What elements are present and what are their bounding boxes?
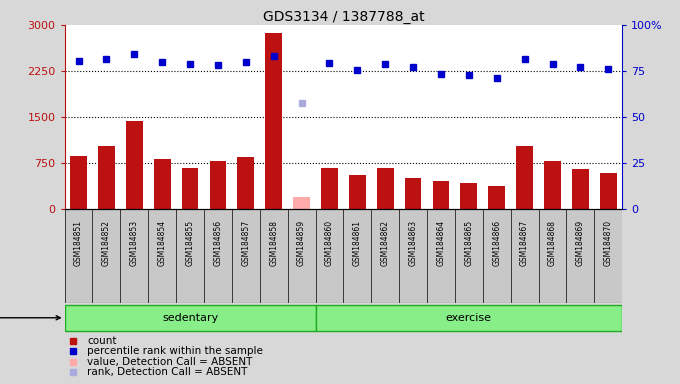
Bar xyxy=(572,169,589,209)
Text: GSM184854: GSM184854 xyxy=(158,220,167,266)
Text: GSM184869: GSM184869 xyxy=(576,220,585,266)
Text: GSM184853: GSM184853 xyxy=(130,220,139,266)
Text: GSM184868: GSM184868 xyxy=(548,220,557,266)
Text: GSM184855: GSM184855 xyxy=(186,220,194,266)
Bar xyxy=(488,186,505,209)
Bar xyxy=(405,178,422,209)
Bar xyxy=(460,183,477,209)
Text: protocol: protocol xyxy=(0,313,61,323)
Bar xyxy=(377,168,394,209)
Text: rank, Detection Call = ABSENT: rank, Detection Call = ABSENT xyxy=(87,367,248,377)
Bar xyxy=(126,121,143,209)
Bar xyxy=(65,305,316,331)
Bar xyxy=(293,197,310,209)
Text: exercise: exercise xyxy=(446,313,492,323)
Text: GSM184861: GSM184861 xyxy=(353,220,362,266)
Text: GSM184863: GSM184863 xyxy=(409,220,418,266)
Bar xyxy=(516,146,533,209)
Text: GSM184865: GSM184865 xyxy=(464,220,473,266)
Text: GSM184860: GSM184860 xyxy=(325,220,334,266)
Text: value, Detection Call = ABSENT: value, Detection Call = ABSENT xyxy=(87,356,252,367)
Text: GSM184859: GSM184859 xyxy=(297,220,306,266)
Bar xyxy=(432,181,449,209)
Text: GSM184864: GSM184864 xyxy=(437,220,445,266)
Text: count: count xyxy=(87,336,116,346)
Text: percentile rank within the sample: percentile rank within the sample xyxy=(87,346,262,356)
Text: GSM184870: GSM184870 xyxy=(604,220,613,266)
Bar xyxy=(70,156,87,209)
Text: GSM184856: GSM184856 xyxy=(214,220,222,266)
Text: sedentary: sedentary xyxy=(162,313,218,323)
Text: GSM184852: GSM184852 xyxy=(102,220,111,266)
Bar xyxy=(349,175,366,209)
Bar xyxy=(265,33,282,209)
Bar xyxy=(316,305,622,331)
Bar xyxy=(237,157,254,209)
Bar xyxy=(182,168,199,209)
Text: GSM184867: GSM184867 xyxy=(520,220,529,266)
Title: GDS3134 / 1387788_at: GDS3134 / 1387788_at xyxy=(262,10,424,24)
Text: GSM184857: GSM184857 xyxy=(241,220,250,266)
Bar xyxy=(209,161,226,209)
Text: GSM184862: GSM184862 xyxy=(381,220,390,266)
Bar xyxy=(600,173,617,209)
Bar xyxy=(154,159,171,209)
Bar xyxy=(544,161,561,209)
Text: GSM184858: GSM184858 xyxy=(269,220,278,266)
Bar xyxy=(321,168,338,209)
Text: GSM184851: GSM184851 xyxy=(74,220,83,266)
Text: GSM184866: GSM184866 xyxy=(492,220,501,266)
Bar xyxy=(98,146,115,209)
